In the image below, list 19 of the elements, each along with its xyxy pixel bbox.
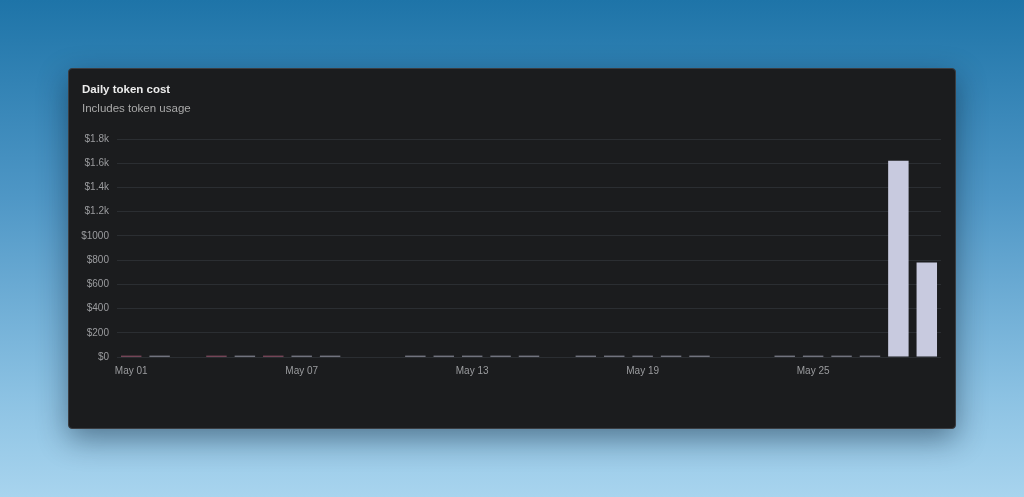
y-tick-label: $0 xyxy=(97,350,110,362)
bar xyxy=(916,262,938,357)
y-tick-label: $1000 xyxy=(81,229,110,241)
bar xyxy=(888,160,909,357)
y-tick-label: $1.2k xyxy=(84,205,110,217)
x-tick-label: May 01 xyxy=(114,364,149,376)
y-tick-label: $800 xyxy=(86,253,110,265)
y-tick-label: $600 xyxy=(86,278,110,290)
y-tick-label: $1.8k xyxy=(84,132,110,144)
y-tick-label: $1.6k xyxy=(84,156,110,168)
x-tick-label: May 25 xyxy=(796,364,830,376)
x-tick-label: May 19 xyxy=(626,364,660,376)
y-tick-label: $200 xyxy=(86,326,110,338)
y-tick-label: $400 xyxy=(86,302,110,314)
chart-title: Daily token cost xyxy=(82,83,171,95)
chart-subtitle: Includes token usage xyxy=(82,102,191,114)
x-tick-label: May 13 xyxy=(455,364,490,376)
x-tick-label: May 07 xyxy=(285,364,319,376)
y-tick-label: $1.4k xyxy=(84,181,110,193)
